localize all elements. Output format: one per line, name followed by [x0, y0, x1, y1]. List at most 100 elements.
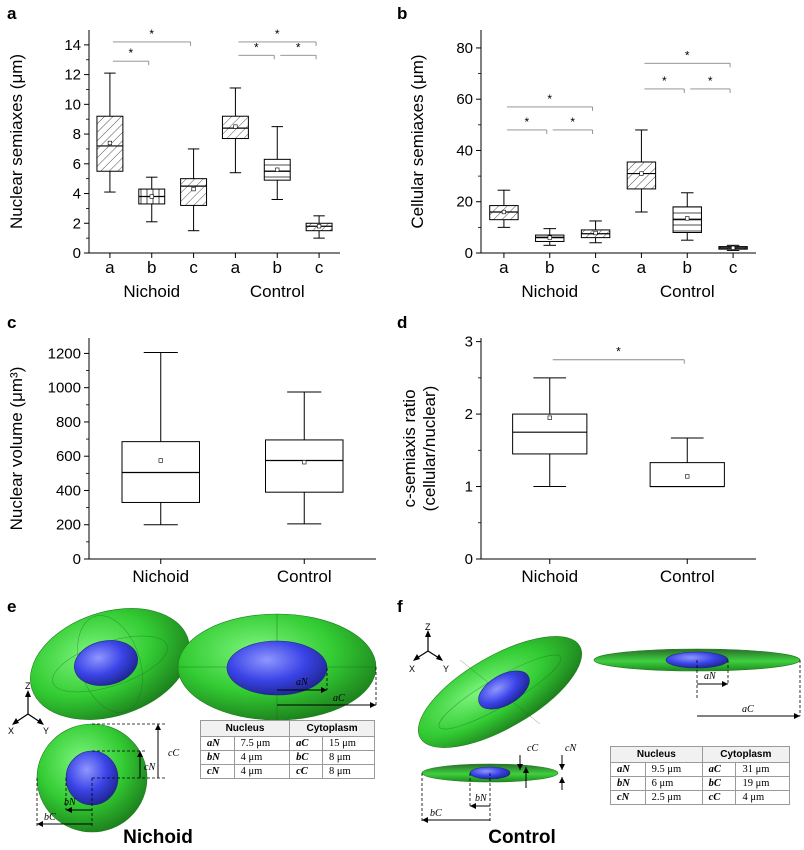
table-cell: 8 μm [321, 750, 376, 765]
table-cell: 4 μm [735, 790, 790, 805]
significance-bracket: * [506, 115, 548, 134]
x-tick-label: c [729, 258, 738, 277]
chart-b: 0 20 40 60 80 Cellular semiaxes (μm) a b c a b c Nic… [408, 30, 756, 301]
table-row: cN 4 μm cC 8 μm [200, 764, 376, 779]
chart-d: 0 1 2 3 c-semiaxis ratio(cellular/nuclear) Ni… [400, 334, 756, 586]
x-tick-label: Control [277, 567, 332, 586]
y-tick-label: 12 [64, 67, 81, 84]
table-cell: aC [289, 736, 323, 751]
significance-bracket: * [552, 115, 594, 134]
table-cell: 7.5 μm [233, 736, 291, 751]
control-caption: Control [488, 827, 556, 848]
panel-label-b: b [397, 4, 407, 23]
table-row: cN 2.5 μm cC 4 μm [610, 790, 790, 805]
y-tick-label: 60 [456, 91, 473, 108]
table-header-row: Nucleus Cytoplasm [610, 746, 791, 763]
box-mean-marker [593, 230, 598, 236]
box-0 [489, 189, 519, 228]
x-tick-label: Control [660, 567, 715, 586]
nichoid-front-view: cC cN bN bC [36, 723, 179, 833]
chart-a: 0 2 4 6 8 10 12 14 Nuclear semiaxes (μm) a b c a b c Ni… [7, 27, 340, 301]
cytoplasm-header: Cytoplasm [701, 746, 791, 763]
significance-star: * [149, 27, 154, 41]
cytoplasm-header: Cytoplasm [289, 720, 375, 737]
table-cell: cN [610, 790, 646, 805]
table-header-row: Nucleus Cytoplasm [199, 720, 375, 737]
significance-bracket: * [506, 92, 594, 111]
significance-star: * [296, 40, 301, 54]
control-nucleus-ellipsoid [478, 670, 530, 710]
y-axis-label: Cellular semiaxes (μm) [408, 54, 427, 228]
control-axis-y: Y [443, 664, 449, 674]
table-row: bN 6 μm bC 19 μm [610, 776, 790, 791]
panel-label-c: c [7, 313, 16, 332]
control-bC-label: bC [430, 808, 442, 819]
nichoid-aN-label: aN [296, 677, 309, 688]
y-tick-label: 3 [465, 334, 473, 351]
significance-bracket: * [280, 40, 317, 60]
control-front-view: cC cN bN bC [421, 743, 577, 823]
x-tick-label: b [147, 258, 156, 277]
x-tick-label: b [683, 258, 692, 277]
table-cell: aN [610, 762, 646, 777]
x-tick-label: b [273, 258, 282, 277]
nichoid-nucleus-ellipsoid [74, 640, 138, 686]
y-tick-label: 0 [465, 245, 473, 262]
control-top-view: aN aC [593, 648, 801, 719]
x-tick-label: c [591, 258, 600, 277]
x-tick-label: a [231, 258, 241, 277]
box-2 [580, 220, 611, 244]
table-cell: 31 μm [735, 762, 790, 777]
nichoid-top-view: aN aC [177, 613, 377, 721]
box-1 [265, 391, 344, 525]
table-cell: 8 μm [321, 764, 376, 779]
nichoid-bN-label: bN [64, 797, 77, 808]
control-aC-label: aC [742, 704, 754, 715]
table-cell: cC [701, 790, 737, 805]
significance-star: * [524, 115, 529, 129]
y-tick-label: 800 [56, 414, 81, 431]
box-mean-marker [685, 216, 690, 221]
box-mean-marker [302, 460, 307, 465]
box-mean-marker [107, 140, 113, 146]
box-2 [180, 148, 208, 232]
box-mean-marker [316, 224, 322, 229]
table-cell: bN [200, 750, 235, 765]
nichoid-bC-label: bC [44, 812, 56, 823]
control-axes-triad: Z X Y [409, 622, 449, 674]
box-mean-marker [501, 209, 507, 215]
significance-bracket: * [238, 40, 275, 60]
panel-label-e: e [7, 597, 16, 616]
box-3 [626, 129, 657, 213]
box-mean-marker [233, 124, 238, 129]
significance-star: * [570, 115, 575, 129]
box-0 [96, 72, 124, 193]
table-row: aN 7.5 μm aC 15 μm [200, 736, 376, 751]
significance-star: * [128, 46, 133, 60]
significance-bracket: * [238, 27, 317, 46]
y-axis-label-line1: c-semiaxis ratio [400, 389, 419, 507]
y-tick-label: 400 [56, 482, 81, 499]
y-tick-label: 2 [465, 406, 473, 423]
box-mean-marker [158, 458, 163, 463]
control-dimensions-table: Nucleus Cytoplasm aN 9.5 μm aC 31 μm bN … [610, 746, 791, 805]
table-row: aN 9.5 μm aC 31 μm [610, 762, 790, 777]
y-tick-label: 0 [73, 245, 81, 262]
table-cell: bC [289, 750, 323, 765]
table-cell: bC [701, 776, 737, 791]
group-label: Control [660, 282, 715, 301]
y-axis-label-line2: (cellular/nuclear) [420, 386, 439, 512]
y-axis-label: Nuclear volume (μm³) [7, 367, 26, 531]
significance-star: * [662, 74, 667, 88]
x-tick-label: a [499, 258, 509, 277]
significance-bracket: * [112, 27, 192, 46]
box-mean-marker [685, 474, 690, 479]
y-tick-label: 80 [456, 40, 473, 57]
nichoid-axis-y: Y [43, 726, 49, 736]
table-cell: 2.5 μm [644, 790, 703, 805]
panel-label-f: f [397, 597, 403, 616]
box-3 [221, 87, 249, 174]
box-5 [718, 244, 748, 251]
control-bN-label: bN [475, 793, 488, 804]
control-axis-x: X [409, 664, 415, 674]
